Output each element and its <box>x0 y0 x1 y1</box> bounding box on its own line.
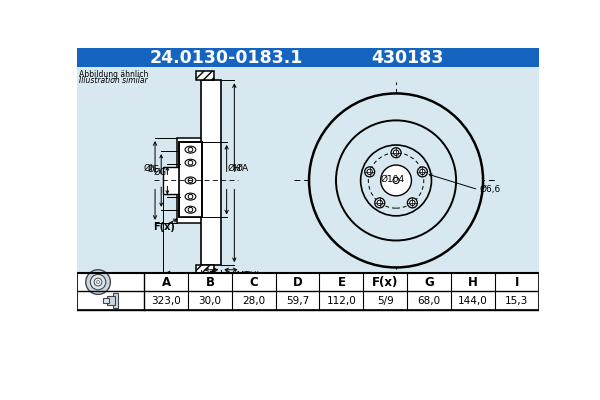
Bar <box>201 80 221 265</box>
Text: 5/9: 5/9 <box>377 296 394 306</box>
Text: ØG: ØG <box>154 168 167 176</box>
Bar <box>179 143 201 217</box>
Circle shape <box>188 147 193 152</box>
Bar <box>179 142 202 218</box>
Circle shape <box>410 200 415 206</box>
Circle shape <box>188 194 193 199</box>
Ellipse shape <box>185 159 196 166</box>
Text: Ate: Ate <box>339 196 407 230</box>
Text: I: I <box>514 276 519 288</box>
Text: Abbildung ähnlich: Abbildung ähnlich <box>79 70 148 78</box>
Bar <box>77 67 539 273</box>
Circle shape <box>375 198 385 208</box>
Text: B: B <box>208 271 215 280</box>
Bar <box>103 298 109 303</box>
Bar <box>107 296 115 305</box>
Circle shape <box>394 150 399 156</box>
Bar <box>201 80 221 265</box>
Text: 15,3: 15,3 <box>505 296 528 306</box>
Bar <box>196 71 214 80</box>
Text: 24.0130-0183.1: 24.0130-0183.1 <box>150 49 304 67</box>
Circle shape <box>188 207 193 212</box>
Ellipse shape <box>185 146 196 153</box>
Text: 68,0: 68,0 <box>418 296 440 306</box>
Bar <box>77 273 539 310</box>
Text: D: D <box>293 276 302 288</box>
Bar <box>77 48 539 67</box>
Text: H: H <box>468 276 478 288</box>
Circle shape <box>94 278 102 286</box>
Circle shape <box>336 120 456 240</box>
Text: 144,0: 144,0 <box>458 296 488 306</box>
Text: G: G <box>424 276 434 288</box>
Circle shape <box>418 167 427 177</box>
Text: Ø6,6: Ø6,6 <box>479 185 500 194</box>
Text: D: D <box>188 274 196 283</box>
Circle shape <box>91 274 106 290</box>
Circle shape <box>367 169 373 174</box>
Text: Illustration similar: Illustration similar <box>79 76 148 85</box>
Text: 112,0: 112,0 <box>326 296 356 306</box>
Text: ØH: ØH <box>227 164 241 173</box>
Bar <box>196 265 214 274</box>
Circle shape <box>393 177 399 184</box>
Circle shape <box>377 200 382 206</box>
Bar <box>196 265 214 274</box>
Bar <box>77 273 539 310</box>
Bar <box>113 293 118 308</box>
Circle shape <box>420 169 425 174</box>
Text: A: A <box>161 276 171 288</box>
Circle shape <box>97 280 100 284</box>
Circle shape <box>86 270 110 294</box>
Bar <box>179 142 202 218</box>
Circle shape <box>380 165 412 196</box>
Circle shape <box>407 198 418 208</box>
Text: 430183: 430183 <box>371 49 444 67</box>
Ellipse shape <box>185 177 196 184</box>
Text: ØA: ØA <box>235 164 248 173</box>
Text: C: C <box>250 276 258 288</box>
Text: Ø104: Ø104 <box>380 174 404 183</box>
Text: E: E <box>337 276 346 288</box>
Circle shape <box>391 148 401 158</box>
Text: F(x): F(x) <box>154 222 175 232</box>
Text: 59,7: 59,7 <box>286 296 309 306</box>
Text: ØE: ØE <box>148 165 160 174</box>
Ellipse shape <box>185 206 196 213</box>
Text: 28,0: 28,0 <box>242 296 265 306</box>
Text: F(x): F(x) <box>372 276 398 288</box>
Text: B: B <box>205 276 214 288</box>
Text: 323,0: 323,0 <box>151 296 181 306</box>
Circle shape <box>188 160 193 165</box>
Circle shape <box>309 94 483 268</box>
Text: 30,0: 30,0 <box>199 296 221 306</box>
Bar <box>196 71 214 80</box>
Circle shape <box>365 167 374 177</box>
Text: ØI: ØI <box>144 164 154 173</box>
Circle shape <box>188 178 193 183</box>
Text: C (MTH): C (MTH) <box>224 271 260 280</box>
Circle shape <box>361 145 431 216</box>
Bar <box>176 138 202 223</box>
Ellipse shape <box>185 193 196 200</box>
Bar <box>163 166 179 194</box>
